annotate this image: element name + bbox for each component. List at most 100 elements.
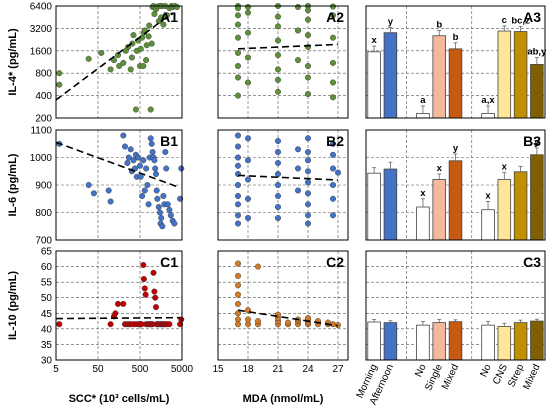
panel-frame	[217, 5, 349, 119]
bar-cns	[497, 325, 512, 361]
data-point	[234, 143, 241, 150]
data-point	[330, 94, 337, 101]
bar-mixed	[448, 321, 463, 361]
data-point	[244, 54, 251, 61]
data-point	[254, 318, 261, 325]
y-axis-label: IL-6 (pg/mL)	[7, 153, 19, 216]
data-point	[127, 146, 134, 153]
data-point	[305, 157, 312, 164]
data-point	[275, 214, 282, 221]
data-point	[305, 7, 312, 14]
data-point	[234, 5, 241, 12]
trend-line	[237, 309, 339, 327]
significance-label: bc,z	[511, 15, 530, 26]
x-axis-label: MDA (nmol/mL)	[243, 393, 324, 405]
data-point	[295, 3, 302, 10]
category-label: No	[478, 362, 494, 379]
data-point	[234, 220, 241, 227]
bar-cns	[497, 30, 512, 119]
significance-label: x	[502, 162, 508, 173]
data-point	[244, 176, 251, 183]
bar-mixed	[530, 154, 544, 241]
data-point	[171, 220, 178, 227]
data-point	[158, 214, 165, 221]
data-point	[162, 148, 169, 155]
bar-single	[432, 322, 446, 361]
data-point	[107, 66, 114, 73]
data-point	[148, 140, 155, 147]
data-point	[121, 143, 128, 150]
bar-mixed	[448, 48, 463, 119]
data-point	[330, 195, 337, 202]
x-tick-label: 15	[212, 364, 224, 375]
significance-label: x	[485, 191, 491, 202]
data-point	[285, 319, 292, 326]
data-point	[234, 63, 241, 70]
data-point	[85, 55, 92, 62]
data-point	[234, 49, 241, 56]
data-point	[275, 181, 282, 188]
data-point	[254, 263, 261, 270]
panel-title: B2	[326, 133, 344, 149]
data-point	[85, 181, 92, 188]
panel-frame	[365, 129, 546, 241]
bar-strep	[513, 322, 528, 361]
panel-a1: 200 400 800 1600 3200 6400 A1 IL-4* (pg/mL)	[7, 2, 183, 125]
data-point	[244, 3, 251, 10]
data-point	[244, 9, 251, 16]
panel-frame	[55, 250, 183, 361]
data-point	[143, 57, 150, 64]
y-tick-label: 65	[41, 247, 53, 258]
bar-no	[481, 113, 495, 119]
panel-frame	[365, 5, 546, 119]
data-point	[234, 162, 241, 169]
data-point	[166, 321, 173, 328]
data-point	[295, 187, 302, 194]
bar-morning	[367, 172, 381, 241]
x-tick-label: 500	[132, 364, 149, 375]
x-tick-label: 50	[92, 364, 104, 375]
data-point	[124, 159, 131, 166]
bar-mixed	[530, 64, 544, 119]
data-point	[335, 169, 342, 176]
panel-frame	[217, 250, 349, 361]
data-point	[275, 37, 282, 44]
panel-frame	[217, 129, 349, 241]
panel-title: C1	[160, 254, 178, 270]
data-point	[143, 42, 150, 49]
data-point	[98, 49, 105, 56]
y-tick-label: 900	[35, 181, 52, 192]
data-point	[305, 32, 312, 39]
data-point	[128, 54, 135, 61]
data-point	[305, 212, 312, 219]
data-point	[56, 321, 63, 328]
data-point	[295, 27, 302, 34]
data-point	[244, 157, 251, 164]
data-point	[120, 300, 127, 307]
data-point	[275, 23, 282, 30]
data-point	[244, 79, 251, 86]
y-tick-label: 200	[35, 114, 52, 125]
panel-b1: 700 800 900 1000 1100 B1 IL-6 (pg/mL)	[7, 126, 185, 247]
data-point	[152, 165, 159, 172]
significance-label: a	[420, 95, 426, 106]
bar-single	[432, 179, 446, 241]
y-tick-label: 45	[41, 309, 53, 320]
data-point	[130, 32, 137, 39]
bar-morning	[367, 51, 381, 119]
data-point	[244, 316, 251, 323]
x-tick-label: 5000	[171, 364, 194, 375]
data-point	[166, 206, 173, 213]
data-point	[145, 201, 152, 208]
data-point	[275, 66, 282, 73]
data-point	[305, 74, 312, 81]
data-point	[295, 146, 302, 153]
y-tick-label: 30	[41, 356, 53, 367]
data-point	[160, 21, 167, 28]
bar-no	[416, 113, 430, 119]
x-axis-label: SCC* (10³ cells/mL)	[69, 393, 170, 405]
y-tick-label: 1000	[30, 153, 53, 164]
data-point	[139, 192, 146, 199]
data-point	[295, 165, 302, 172]
